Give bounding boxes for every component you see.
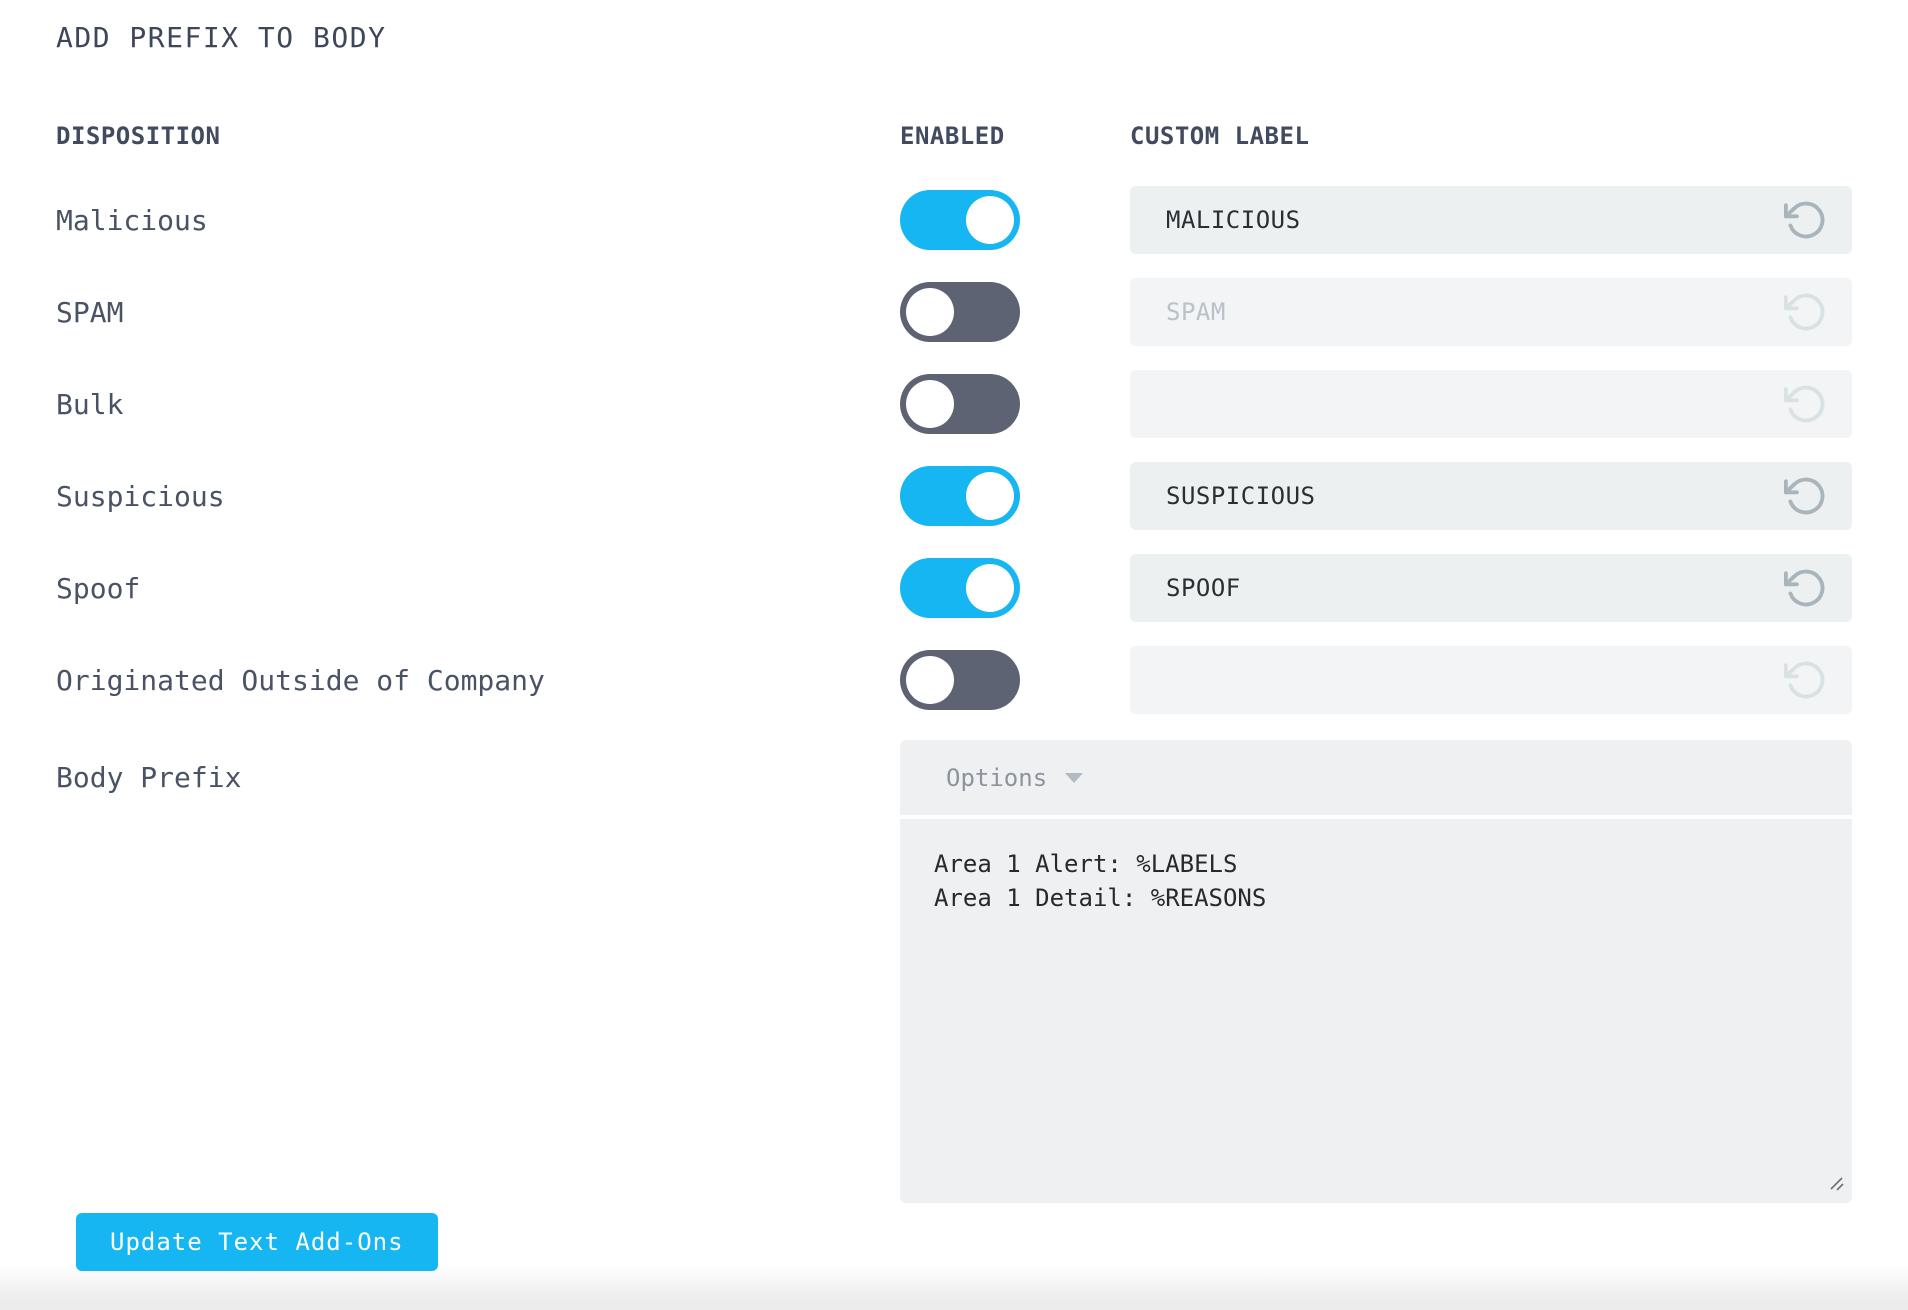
disposition-label: Spoof [56, 571, 141, 605]
update-text-addons-button[interactable]: Update Text Add-Ons [76, 1213, 438, 1271]
column-header-disposition: DISPOSITION [56, 122, 221, 150]
page-title: ADD PREFIX TO BODY [56, 21, 387, 54]
custom-label-input[interactable] [1130, 554, 1852, 622]
custom-label-field [1130, 186, 1852, 254]
reset-label-icon [1784, 382, 1828, 426]
toggle-knob [906, 380, 954, 428]
custom-label-input[interactable] [1130, 186, 1852, 254]
custom-label-input [1130, 370, 1852, 438]
options-dropdown-label: Options [946, 763, 1048, 792]
enabled-toggle[interactable] [900, 190, 1020, 250]
disposition-label: Originated Outside of Company [56, 663, 545, 697]
enabled-toggle[interactable] [900, 558, 1020, 618]
disposition-table: DISPOSITION ENABLED CUSTOM LABEL Malicio… [56, 122, 1908, 1203]
body-prefix-textarea[interactable] [900, 819, 1852, 1203]
page-bottom-gradient [0, 1264, 1908, 1310]
enabled-toggle[interactable] [900, 374, 1020, 434]
enabled-toggle[interactable] [900, 466, 1020, 526]
disposition-label: Malicious [56, 203, 208, 237]
custom-label-input [1130, 278, 1852, 346]
toggle-knob [966, 196, 1014, 244]
enabled-toggle[interactable] [900, 282, 1020, 342]
toggle-knob [906, 288, 954, 336]
disposition-label: Suspicious [56, 479, 225, 513]
column-header-custom-label: CUSTOM LABEL [1130, 122, 1310, 150]
enabled-toggle[interactable] [900, 650, 1020, 710]
chevron-down-icon [1065, 772, 1084, 783]
custom-label-input[interactable] [1130, 462, 1852, 530]
custom-label-field [1130, 278, 1852, 346]
reset-label-icon[interactable] [1784, 566, 1828, 610]
body-prefix-textarea-wrap [900, 819, 1852, 1203]
options-dropdown[interactable]: Options [900, 740, 1852, 815]
reset-label-icon[interactable] [1784, 474, 1828, 518]
reset-label-icon [1784, 658, 1828, 702]
custom-label-input [1130, 646, 1852, 714]
toggle-knob [906, 656, 954, 704]
toggle-knob [966, 472, 1014, 520]
custom-label-field [1130, 646, 1852, 714]
reset-label-icon [1784, 290, 1828, 334]
disposition-label: SPAM [56, 295, 124, 329]
body-prefix-label: Body Prefix [56, 761, 242, 794]
custom-label-field [1130, 370, 1852, 438]
custom-label-field [1130, 462, 1852, 530]
column-header-enabled: ENABLED [900, 122, 1005, 150]
disposition-label: Bulk [56, 387, 124, 421]
resize-handle-icon[interactable] [1827, 1174, 1845, 1196]
reset-label-icon[interactable] [1784, 198, 1828, 242]
body-prefix-editor: Options [900, 740, 1852, 1203]
custom-label-field [1130, 554, 1852, 622]
toggle-knob [966, 564, 1014, 612]
